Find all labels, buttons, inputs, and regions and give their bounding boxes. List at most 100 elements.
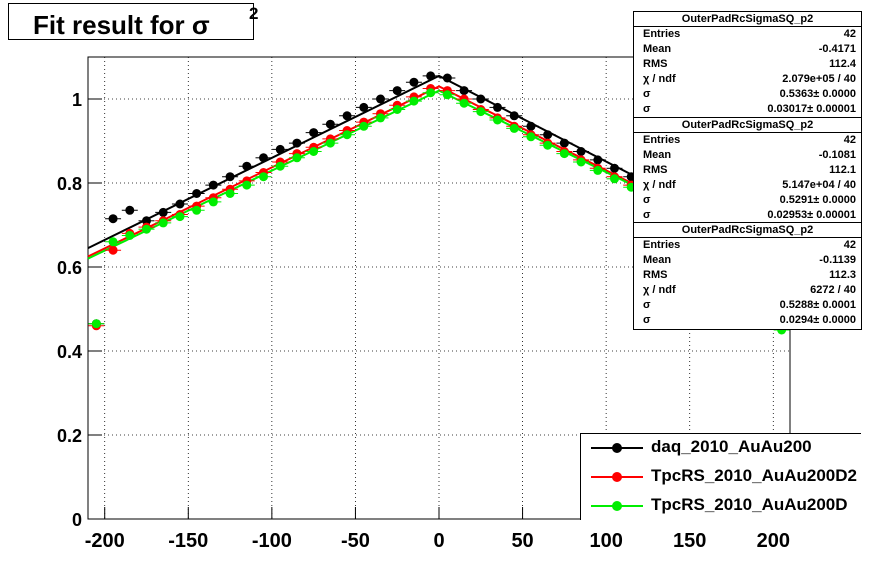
legend-marker xyxy=(591,467,643,487)
data-point xyxy=(376,113,385,123)
data-point xyxy=(192,205,202,215)
stat-row: Mean -0.1081 xyxy=(643,149,856,161)
x-tick-label: 0 xyxy=(433,530,444,552)
data-point xyxy=(493,115,502,125)
x-tick-label: 200 xyxy=(757,530,790,552)
y-tick-label: 1 xyxy=(72,90,82,110)
stat-row: χ / ndf 5.147e+04 / 40 xyxy=(643,179,856,191)
data-point xyxy=(208,197,218,207)
data-point xyxy=(543,140,553,150)
data-point xyxy=(192,189,202,198)
data-point xyxy=(509,123,519,133)
data-point xyxy=(309,147,319,156)
data-point xyxy=(108,237,118,247)
stat-row: Entries 42 xyxy=(643,28,856,40)
stat-row: RMS 112.4 xyxy=(643,58,856,70)
data-point xyxy=(543,130,553,140)
stats-box-title: OuterPadRcSigmaSQ_p2 xyxy=(634,118,861,133)
data-point xyxy=(409,96,419,106)
legend-entry-d: TpcRS_2010_AuAu200D xyxy=(581,492,861,520)
data-point xyxy=(392,105,402,114)
data-point xyxy=(292,138,302,148)
x-tick-label: 150 xyxy=(673,530,706,552)
data-point xyxy=(610,163,619,173)
data-point xyxy=(426,88,436,98)
data-point xyxy=(392,86,402,96)
data-point xyxy=(526,132,536,142)
data-point xyxy=(259,153,268,163)
axes: -200 -150 -100 -50 0 50 100 150 200 0 0.2 0.4 0.6 0.8… xyxy=(57,90,790,552)
stat-row: σ 0.5288± 0.0001 xyxy=(643,299,856,311)
stat-row: σ 0.0294± 0.0000 xyxy=(643,314,856,326)
x-tick-label: -50 xyxy=(341,530,370,552)
data-point xyxy=(342,130,352,140)
stat-row: σ 0.02953± 0.00001 xyxy=(643,209,856,221)
stat-row: σ 0.5291± 0.0000 xyxy=(643,194,856,206)
stat-row: χ / ndf 2.079e+05 / 40 xyxy=(643,73,856,85)
stat-row: Mean -0.1139 xyxy=(643,254,856,266)
data-point xyxy=(493,102,502,112)
legend-label: daq_2010_AuAu200 xyxy=(651,437,812,456)
stat-row: Entries 42 xyxy=(643,134,856,146)
data-point xyxy=(325,138,335,148)
data-point xyxy=(175,199,185,209)
y-tick-label: 0.2 xyxy=(57,426,82,446)
data-point xyxy=(359,121,369,131)
title-superscript: 2 xyxy=(249,4,259,23)
data-point xyxy=(610,174,619,184)
legend-entry-daq: daq_2010_AuAu200 xyxy=(581,434,861,462)
data-point xyxy=(359,102,369,112)
data-point xyxy=(559,138,569,148)
data-point xyxy=(108,214,118,224)
data-point xyxy=(158,218,168,228)
x-tick-label: -150 xyxy=(168,530,208,552)
data-point xyxy=(576,147,586,156)
data-point xyxy=(426,71,436,81)
data-point xyxy=(309,128,319,138)
data-point xyxy=(509,111,519,121)
y-tick-label: 0.6 xyxy=(57,258,82,278)
data-point xyxy=(559,149,569,159)
x-tick-label: -200 xyxy=(85,530,125,552)
data-point xyxy=(125,231,135,240)
legend-label: TpcRS_2010_AuAu200D2 xyxy=(651,466,857,485)
data-point xyxy=(593,155,603,165)
x-tick-label: -100 xyxy=(252,530,292,552)
legend-entry-d2: TpcRS_2010_AuAu200D2 xyxy=(581,463,861,491)
data-point xyxy=(242,180,252,190)
data-point xyxy=(275,161,285,171)
stat-row: RMS 112.1 xyxy=(643,164,856,176)
legend-label: TpcRS_2010_AuAu200D xyxy=(651,495,848,514)
data-point xyxy=(576,157,586,167)
data-series xyxy=(87,71,790,335)
data-point xyxy=(275,144,285,154)
stats-box-title: OuterPadRcSigmaSQ_p2 xyxy=(634,12,861,27)
data-point xyxy=(158,207,168,217)
stats-box-daq: OuterPadRcSigmaSQ_p2 Entries 42 Mean -0.41… xyxy=(633,11,862,119)
stat-row: χ / ndf 6272 / 40 xyxy=(643,284,856,296)
data-point xyxy=(225,172,235,182)
data-point xyxy=(91,319,101,329)
data-point xyxy=(409,77,419,87)
data-point xyxy=(476,107,486,117)
data-point xyxy=(342,111,352,121)
x-tick-label: 50 xyxy=(511,530,533,552)
data-point xyxy=(259,172,268,182)
y-tick-label: 0.8 xyxy=(57,174,82,194)
data-point xyxy=(142,224,151,234)
data-point xyxy=(242,161,252,171)
stats-box-d2: OuterPadRcSigmaSQ_p2 Entries 42 Mean -0.10… xyxy=(633,117,862,225)
data-point xyxy=(459,98,469,108)
x-tick-label: 100 xyxy=(589,530,622,552)
data-point xyxy=(142,216,151,226)
stat-row: RMS 112.3 xyxy=(643,269,856,281)
data-point xyxy=(225,189,235,198)
data-point xyxy=(175,212,185,222)
legend: daq_2010_AuAu200 TpcRS_2010_AuAu200D2 Tp… xyxy=(580,433,861,520)
stat-row: Mean -0.4171 xyxy=(643,43,856,55)
data-point xyxy=(459,86,469,96)
data-point xyxy=(476,94,486,104)
data-point xyxy=(325,119,335,129)
